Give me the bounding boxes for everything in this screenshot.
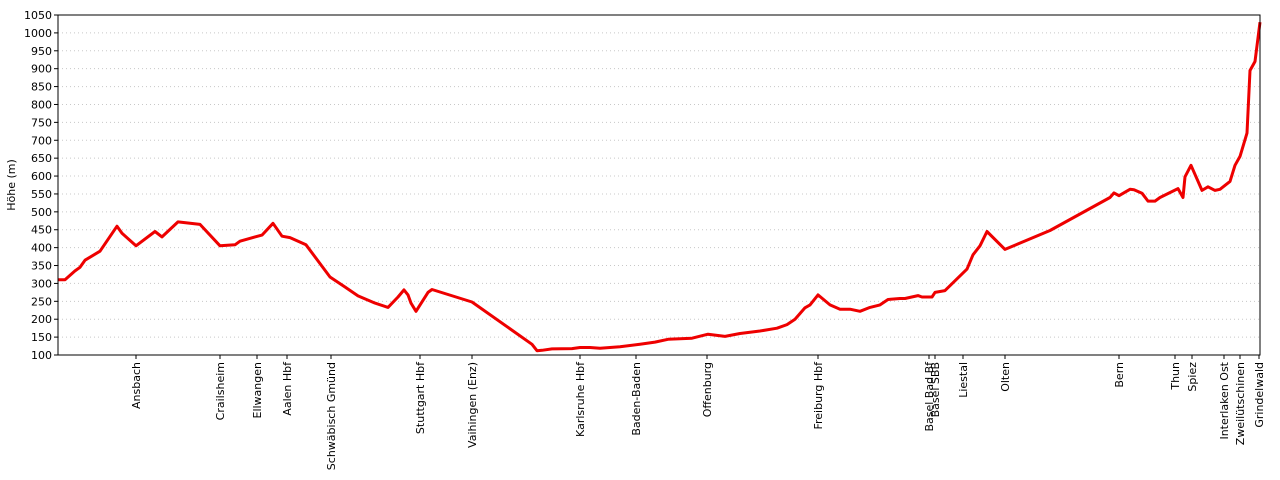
y-tick-label: 950 (31, 45, 52, 58)
y-tick-label: 500 (31, 206, 52, 219)
station-label: Schwäbisch Gmünd (325, 362, 338, 470)
y-axis-label: Höhe (m) (5, 159, 18, 211)
station-label: Ellwangen (251, 362, 264, 419)
station-label: Olten (999, 362, 1012, 392)
station-label: Spiez (1186, 362, 1199, 392)
y-tick-label: 850 (31, 81, 52, 94)
station-label: Ansbach (130, 362, 143, 409)
station-label: Interlaken Ost (1218, 361, 1231, 439)
station-label: Karlsruhe Hbf (574, 361, 587, 437)
station-label: Grindelwald (1253, 362, 1266, 428)
y-tick-label: 100 (31, 349, 52, 362)
y-tick-label: 450 (31, 224, 52, 237)
y-tick-label: 650 (31, 152, 52, 165)
y-tick-label: 150 (31, 331, 52, 344)
station-label: Aalen Hbf (281, 361, 294, 416)
y-tick-label: 700 (31, 134, 52, 147)
station-label: Thun (1169, 362, 1182, 391)
y-tick-label: 250 (31, 295, 52, 308)
plot-frame (57, 14, 1261, 356)
station-label: Basel SBB (929, 362, 942, 417)
y-tick-label: 550 (31, 188, 52, 201)
station-label: Liestal (957, 362, 970, 398)
y-tick-label: 1050 (24, 9, 52, 22)
station-label: Vaihingen (Enz) (466, 362, 479, 448)
station-label: Bern (1113, 362, 1126, 388)
plot-background (58, 15, 1260, 355)
station-label: Crailsheim (214, 362, 227, 420)
y-tick-label: 600 (31, 170, 52, 183)
elevation-line (58, 22, 1262, 353)
y-tick-label: 200 (31, 313, 52, 326)
station-label: Stuttgart Hbf (414, 361, 427, 434)
y-tick-label: 300 (31, 277, 52, 290)
y-tick-label: 750 (31, 116, 52, 129)
y-tick-label: 800 (31, 98, 52, 111)
y-tick-label: 1000 (24, 27, 52, 40)
station-label: Basel Bad Bf (923, 361, 936, 432)
y-tick-label: 900 (31, 63, 52, 76)
station-label: Freiburg Hbf (812, 361, 825, 430)
station-label: Baden-Baden (630, 362, 643, 436)
station-label: Zweilütschinen (1234, 362, 1247, 445)
y-tick-label: 400 (31, 242, 52, 255)
station-label: Offenburg (701, 362, 714, 417)
y-tick-label: 350 (31, 260, 52, 273)
